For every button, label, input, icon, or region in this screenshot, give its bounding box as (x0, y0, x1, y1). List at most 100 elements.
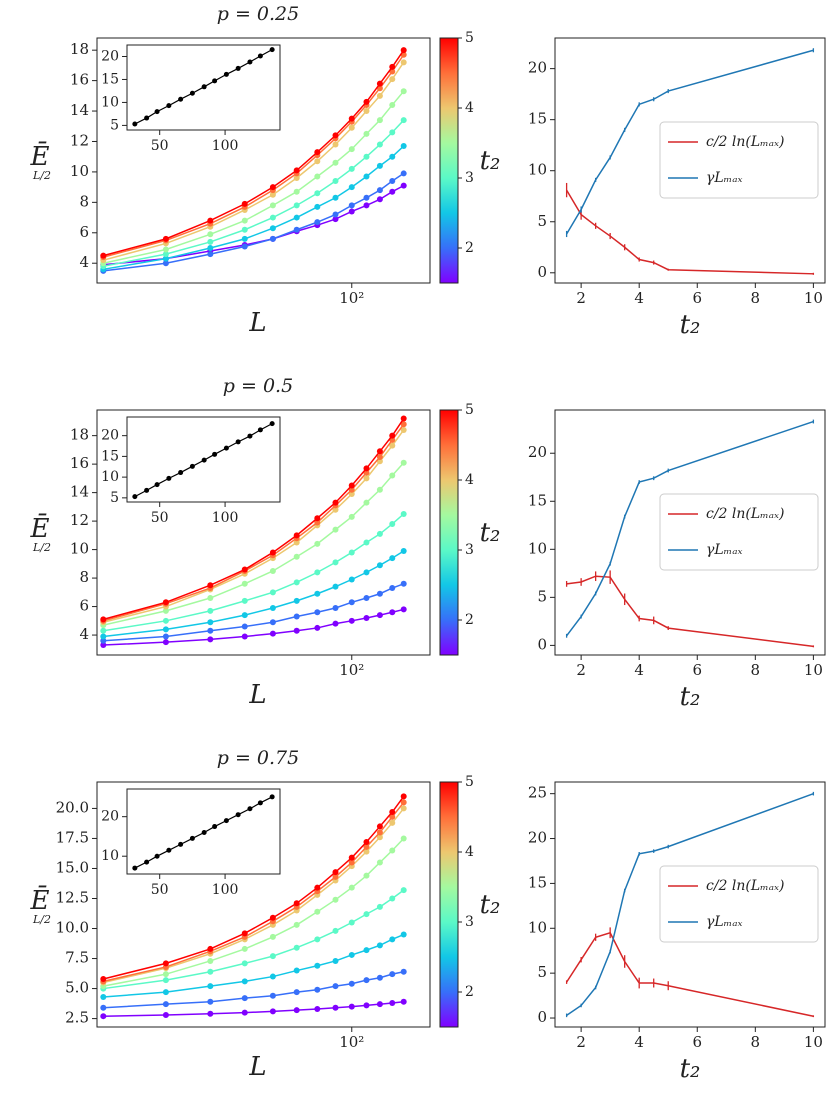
series-marker (389, 585, 396, 592)
series-marker (363, 130, 370, 137)
series-marker (400, 805, 407, 812)
y-tick-label: 5.0 (65, 979, 89, 997)
series-marker (376, 117, 383, 124)
series-marker (269, 549, 276, 556)
panel-title: p = 0.5 (223, 375, 293, 397)
y-tick-label: 6 (79, 597, 89, 615)
x-tick-label: 2 (576, 1033, 586, 1051)
series-marker (332, 506, 339, 513)
x-tick-label: 8 (751, 1033, 761, 1051)
series-marker (293, 944, 300, 951)
series-marker (363, 977, 370, 984)
series-marker (314, 515, 321, 522)
series-marker (332, 141, 339, 148)
series-marker (241, 995, 248, 1002)
series-marker (389, 520, 396, 527)
inset-marker (189, 90, 195, 96)
series-marker (293, 597, 300, 604)
series-marker (376, 834, 383, 841)
x-tick-label: 8 (751, 289, 761, 307)
colorbar (439, 781, 459, 1028)
x-tick-label: 10 (804, 289, 823, 307)
series-marker (363, 911, 370, 918)
y-tick-label: 12 (70, 511, 89, 529)
series-marker (100, 252, 107, 259)
y-tick-label: 10 (101, 848, 119, 864)
colorbar-label: t₂ (480, 890, 501, 920)
series-marker (389, 76, 396, 83)
series-marker (207, 1010, 214, 1017)
inset-marker (144, 859, 150, 865)
series-marker (241, 217, 248, 224)
series-marker (389, 472, 396, 479)
y-tick-label: 20 (528, 443, 547, 461)
y-tick-label: 18 (70, 426, 89, 444)
series-marker (293, 175, 300, 181)
series-marker (348, 146, 355, 153)
y-axis-label: Ē (30, 513, 50, 544)
series-marker (100, 1004, 107, 1011)
series-marker (389, 101, 396, 108)
series-marker (314, 1005, 321, 1012)
y-tick-label: 0 (537, 635, 547, 653)
series-marker (389, 999, 396, 1006)
series-marker (376, 486, 383, 493)
series-marker (363, 194, 370, 201)
series-marker (389, 809, 396, 816)
colorbar-tick-label: 4 (465, 472, 474, 488)
series-marker (389, 188, 396, 195)
x-tick-label: 8 (751, 661, 761, 679)
series-marker (348, 884, 355, 891)
y-tick-label: 18 (70, 40, 89, 58)
series-marker (400, 415, 407, 422)
series-marker (363, 839, 370, 846)
legend-label: γLₘₐₓ (706, 542, 743, 558)
colorbar-tick-label: 5 (465, 30, 474, 46)
series-marker (332, 216, 339, 223)
x-tick-label: 6 (692, 289, 702, 307)
series-marker (269, 992, 276, 999)
series-marker (400, 88, 407, 95)
series-marker (162, 251, 169, 258)
series-marker (207, 968, 214, 975)
inset-marker (223, 71, 229, 77)
x-tick-label: 10² (339, 289, 364, 307)
series-marker (348, 919, 355, 926)
series-marker (400, 887, 407, 894)
series-marker (314, 986, 321, 993)
series-marker (376, 612, 383, 619)
series-marker (162, 989, 169, 996)
series-marker (332, 896, 339, 903)
series-marker (376, 530, 383, 537)
colorbar-label: t₂ (480, 518, 501, 548)
series-marker (314, 190, 321, 197)
series-marker (389, 178, 396, 185)
series-marker (241, 597, 248, 604)
x-tick-label: 10 (804, 1033, 823, 1051)
series-marker (363, 108, 370, 115)
series-marker (293, 627, 300, 634)
y-tick-label: 15 (101, 71, 119, 87)
y-tick-label: 20 (101, 428, 119, 444)
series-marker (241, 235, 248, 242)
y-tick-label: 20 (528, 829, 547, 847)
y-tick-label: 5 (537, 963, 547, 981)
series-marker (400, 793, 407, 800)
series-marker (363, 202, 370, 209)
y-axis-label-sub: L/2 (32, 541, 51, 554)
x-tick-label: 100 (212, 882, 239, 898)
series-marker (314, 936, 321, 943)
x-tick-label: 4 (634, 289, 644, 307)
colorbar-tick-label: 5 (465, 774, 474, 790)
series-marker (269, 202, 276, 209)
x-tick-label: 4 (634, 661, 644, 679)
series-marker (400, 968, 407, 975)
colorbar-tick-label: 2 (465, 240, 474, 256)
series-marker (389, 971, 396, 978)
series-marker (241, 930, 248, 937)
series-marker (332, 211, 339, 218)
y-tick-label: 6 (79, 223, 89, 241)
inset-marker (166, 103, 172, 109)
series-marker (293, 167, 300, 174)
